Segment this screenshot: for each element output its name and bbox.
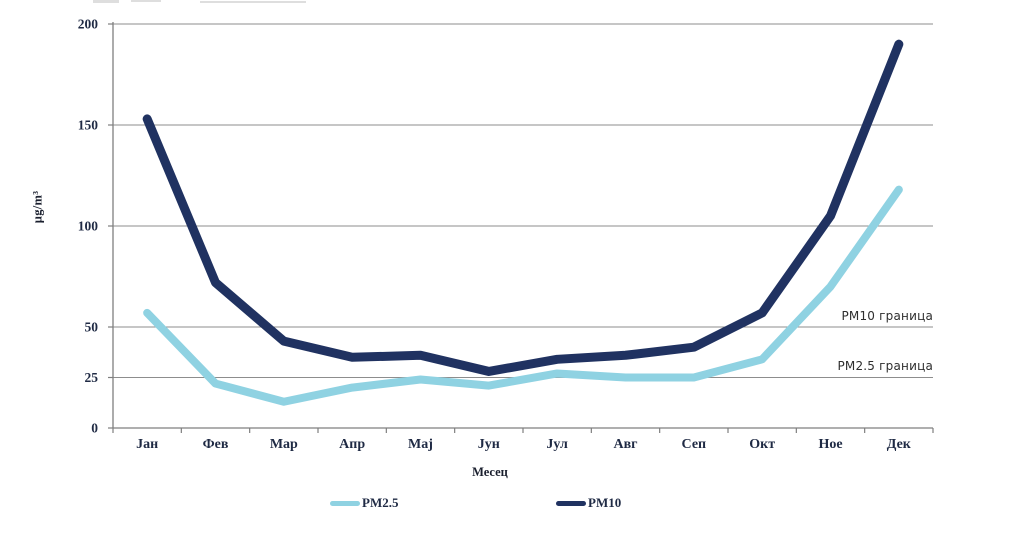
x-tick-label: Ное (818, 437, 842, 452)
cropped-text-artifact (93, 0, 119, 3)
cropped-text-artifact (131, 0, 161, 2)
series-line-pm10 (142, 39, 904, 376)
legend-label-pm25: PM2.5 (362, 495, 399, 510)
x-tick-label: Авг (613, 437, 637, 452)
pm25-line-swatch (330, 500, 360, 506)
legend-item-pm10: PM10 (556, 494, 621, 512)
x-tick-label: Фев (203, 437, 229, 452)
y-tick-label: 150 (78, 118, 99, 133)
y-tick-label: 200 (78, 17, 99, 32)
series-line-pm25 (143, 185, 903, 406)
y-tick-label: 50 (85, 320, 99, 335)
x-axis-title: Месец (472, 465, 508, 479)
x-tick-label: Јун (478, 437, 500, 452)
x-tick-label: Окт (749, 437, 775, 452)
y-tick-label: 100 (78, 219, 99, 234)
pm10-line-swatch (556, 500, 586, 506)
x-tick-label: Јан (136, 437, 158, 452)
x-tick-label: Јул (546, 437, 568, 452)
y-tick-label: 0 (91, 421, 98, 436)
x-tick-label: Мај (408, 437, 433, 452)
legend: PM2.5 PM10 (0, 494, 1024, 512)
cropped-text-artifact (200, 1, 306, 3)
pm10-limit-annotation: PM10 граница (841, 309, 933, 323)
x-tick-label: Мар (270, 437, 298, 452)
x-tick-label: Сеп (682, 437, 707, 452)
y-axis-title: µg/m³ (30, 190, 45, 224)
legend-item-pm25: PM2.5 (330, 494, 398, 512)
y-tick-label: 25 (85, 370, 99, 385)
x-tick-label: Апр (339, 437, 365, 452)
pm25-limit-annotation: PM2.5 граница (837, 359, 933, 373)
legend-label-pm10: PM10 (588, 495, 622, 510)
x-tick-label: Дек (887, 437, 912, 452)
